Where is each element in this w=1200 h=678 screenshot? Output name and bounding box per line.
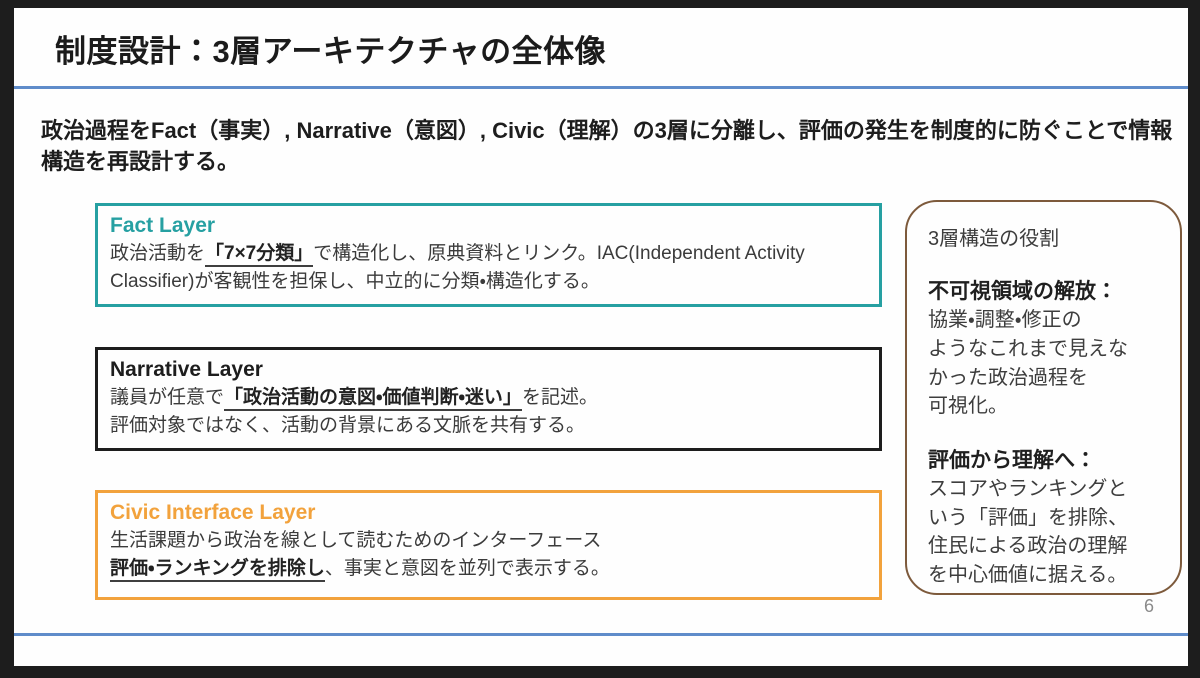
footer-divider [14, 633, 1188, 636]
layer-box-narrative: Narrative Layer 議員が任意で「政治活動の意図・価値判断・迷い」を記… [95, 347, 882, 451]
layer-title-civic: Civic Interface Layer [110, 501, 316, 524]
layer-text: 評価対象ではなく、活動の背景にある文脈を共有する。 [110, 412, 867, 439]
text-segment: 「7×7分類」 [205, 243, 314, 268]
text-segment: 政治活動を [110, 243, 206, 265]
page-title: 制度設計：3層アーキテクチャの全体像 [55, 34, 607, 69]
intro-text: 政治過程をFact（事実）, Narrative（意図）, Civic（理解）の… [41, 118, 1173, 174]
text-segment: を記述。 [521, 387, 598, 409]
page-number: 6 [1143, 596, 1154, 616]
text-segment: 「政治活動の意図・価値判断・迷い」 [224, 387, 522, 412]
side-section-heading: 評価から理解へ： [928, 448, 1096, 472]
text-segment: 評価・ランキングを排除し [110, 557, 325, 582]
title-divider [14, 86, 1188, 89]
side-panel: 3層構造の役割 不可視領域の解放： 協業・調整・修正の ようなこれまで見えな か… [905, 200, 1182, 595]
side-section-body: スコアやランキングと いう「評価」を排除、 住民による政治の理解 を中心価値に据… [928, 478, 1128, 586]
layer-box-civic: Civic Interface Layer 生活課題から政治を線として読むためのイ… [95, 490, 882, 600]
text-segment: 、事実と意図を並列で表示する。 [324, 557, 610, 579]
layer-box-fact: Fact Layer 政治活動を「7×7分類」で構造化し、原典資料とリンク。IAC… [95, 203, 882, 307]
side-section-evaluation-to-understanding: 評価から理解へ： スコアやランキングと いう「評価」を排除、 住民による政治の理… [928, 447, 1162, 590]
layer-title-fact: Fact Layer [110, 214, 216, 237]
layer-text: 議員が任意で「政治活動の意図・価値判断・迷い」を記述。 [110, 384, 867, 412]
text-segment: 議員が任意で [110, 387, 225, 409]
side-section-heading: 不可視領域の解放： [928, 280, 1117, 303]
layer-text: 政治活動を「7×7分類」で構造化し、原典資料とリンク。IAC(Independe… [110, 240, 867, 295]
layer-text: 評価・ランキングを排除し、事実と意図を並列で表示する。 [110, 555, 867, 582]
text-segment: 生活課題から政治を線として読むためのインターフェース [110, 530, 602, 552]
side-section-body: 協業・調整・修正の ようなこれまで見えな かった政治過程を 可視化。 [928, 309, 1128, 418]
slide: 制度設計：3層アーキテクチャの全体像 政治過程をFact（事実）, Narrat… [14, 8, 1188, 666]
layer-boxes: Fact Layer 政治活動を「7×7分類」で構造化し、原典資料とリンク。IAC… [14, 8, 1188, 666]
layer-text: 生活課題から政治を線として読むためのインターフェース [110, 527, 867, 554]
side-panel-title: 3層構造の役割 [928, 228, 1060, 250]
text-segment: で構造化し、原典資料とリンク。IAC(Independent Activity … [110, 243, 805, 292]
side-section-invisible-areas: 不可視領域の解放： 協業・調整・修正の ようなこれまで見えな かった政治過程を … [928, 278, 1162, 421]
text-segment: 評価対象ではなく、活動の背景にある文脈を共有する。 [110, 414, 586, 436]
layer-title-narrative: Narrative Layer [110, 358, 263, 381]
